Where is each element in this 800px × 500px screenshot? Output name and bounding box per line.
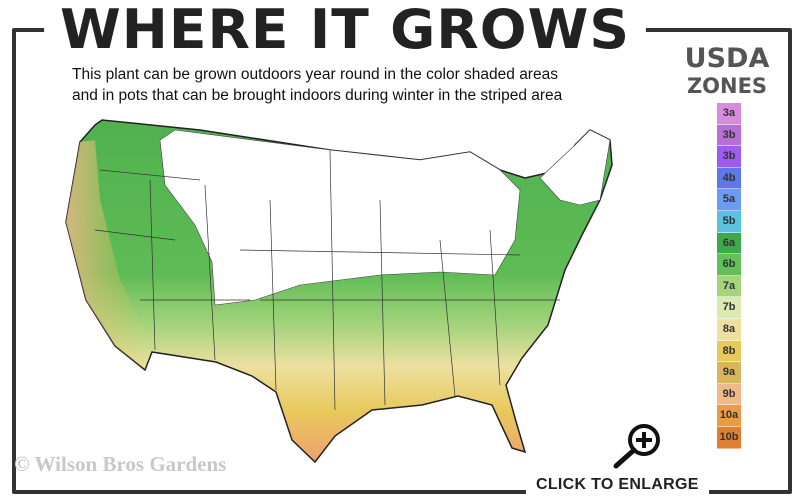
page-title: WHERE IT GROWS — [44, 0, 646, 60]
state-lines — [94, 149, 560, 411]
zone-swatch-4b: 4b — [717, 167, 741, 190]
subtitle-line-2: and in pots that can be brought indoors … — [72, 87, 563, 104]
zone-swatch-10a: 10a — [717, 405, 741, 427]
subtitle-line-1: This plant can be grown outdoors year ro… — [72, 66, 558, 83]
zone-swatch-7b: 7b — [717, 297, 741, 319]
zone-swatch-6a: 6a — [717, 232, 741, 255]
subtitle: This plant can be grown outdoors year ro… — [72, 64, 652, 106]
copyright-watermark: © Wilson Bros Gardens — [14, 452, 227, 476]
zone-swatch-8a: 8a — [717, 318, 741, 341]
zone-swatch-3b: 3b — [717, 124, 741, 147]
too-cold-region — [159, 129, 521, 306]
magnifier-plus-icon[interactable] — [610, 422, 666, 470]
northeast-cold-region — [539, 129, 611, 206]
legend-title-line-2: ZONES — [686, 74, 768, 98]
zone-swatch-3a: 3a — [717, 103, 741, 125]
west-coast-warm-zone — [66, 140, 150, 370]
zone-swatch-10b: 10b — [717, 426, 741, 449]
zone-swatch-5a: 5a — [717, 189, 741, 211]
zone-swatch-9b: 9b — [717, 383, 741, 406]
zone-swatch-9a: 9a — [717, 362, 741, 384]
zone-swatch-6b: 6b — [717, 254, 741, 276]
legend-title-line-1: USDA — [684, 43, 770, 74]
click-to-enlarge-button[interactable]: CLICK TO ENLARGE — [526, 474, 709, 496]
zone-swatch-5b: 5b — [717, 210, 741, 233]
zone-swatch-3b: 3b — [717, 146, 741, 168]
legend-title: USDA ZONES — [676, 44, 778, 98]
zone-legend: 3a 3b 3b 4b 5a 5b 6a 6b 7a 7b 8a 8b 9a 9b 10a 10b — [717, 103, 741, 449]
usda-zone-map[interactable] — [55, 108, 635, 478]
zone-swatch-8b: 8b — [717, 340, 741, 363]
zone-swatch-7a: 7a — [717, 275, 741, 298]
